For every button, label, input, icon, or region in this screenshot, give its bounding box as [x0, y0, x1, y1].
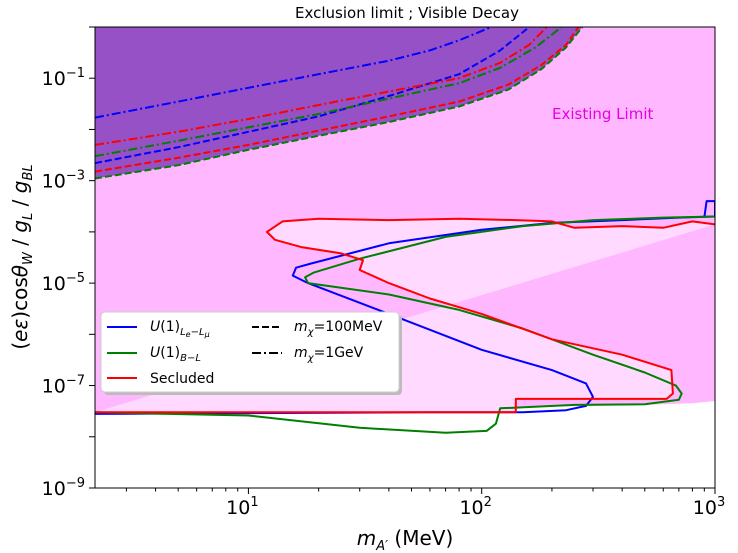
- legend-label-mchi-1gev: mχ=1GeV: [294, 345, 364, 364]
- secluded-interior-fill: [95, 218, 715, 413]
- legend-label-mchi-100mev: mχ=100MeV: [294, 319, 383, 338]
- y-tick-label-0: 10−1: [42, 66, 85, 90]
- plot-frame: [94, 26, 716, 489]
- series-line-2: [95, 217, 715, 414]
- x-tick-label-0: 101: [226, 495, 258, 519]
- existing-limit-annotation: Existing Limit: [552, 105, 653, 123]
- y-tick-label-1: 10−3: [42, 169, 85, 193]
- y-tick-label-4: 10−9: [42, 476, 85, 500]
- y-tick-label-2: 10−5: [42, 271, 85, 295]
- series-line-5: [95, 27, 563, 158]
- legend-box: [100, 311, 400, 393]
- series-layer: [95, 27, 715, 434]
- series-line-3: [95, 27, 492, 119]
- legend: U(1)Le−Lμ U(1)B−L Secluded mχ=100MeV mχ=…: [100, 311, 402, 395]
- plot-area: [95, 27, 715, 488]
- y-axis-ticks: 10−1 10−3 10−5 10−7 10−9: [42, 26, 95, 500]
- series-line-1: [95, 215, 715, 434]
- x-tick-label-1: 102: [459, 495, 491, 519]
- y-axis-label: (eε)cosθW / gL / gBL: [8, 164, 36, 349]
- legend-label-secluded: Secluded: [150, 371, 214, 387]
- x-tick-label-2: 103: [693, 495, 725, 519]
- series-line-8: [95, 27, 580, 173]
- x-axis-ticks: 101 102 103: [125, 488, 725, 519]
- series-line-6: [95, 27, 584, 180]
- x-axis-label: mA′ (MeV): [357, 526, 454, 553]
- series-line-7: [95, 27, 548, 146]
- chart-title: Exclusion limit ; Visible Decay: [295, 4, 519, 22]
- dark-matter-shaded-region: [95, 27, 583, 179]
- y-tick-label-3: 10−7: [42, 374, 85, 398]
